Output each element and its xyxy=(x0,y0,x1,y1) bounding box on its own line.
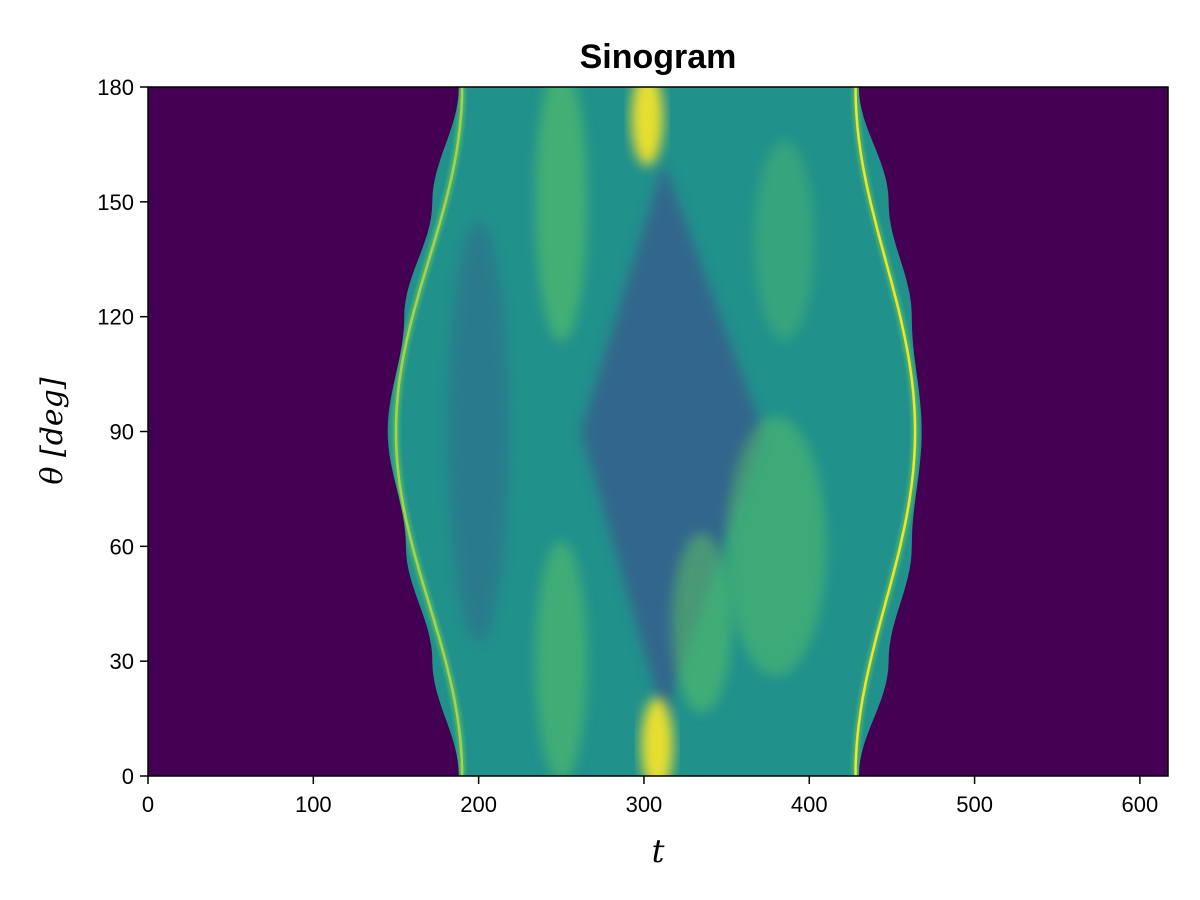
sinogram-support xyxy=(387,87,922,776)
x-tick-label: 500 xyxy=(956,792,993,817)
left-low-band xyxy=(448,221,509,642)
right-upper-band xyxy=(754,140,815,341)
peak-bottom xyxy=(641,697,674,776)
x-axis-label: t xyxy=(652,832,665,870)
x-tick-label: 400 xyxy=(791,792,828,817)
left-upper-band xyxy=(535,87,588,342)
x-tick-label: 600 xyxy=(1122,792,1159,817)
y-tick-label: 60 xyxy=(110,534,134,559)
plot-area xyxy=(148,87,1168,776)
center-low-region xyxy=(581,163,763,719)
y-tick-label: 150 xyxy=(97,190,134,215)
x-tick-label: 100 xyxy=(295,792,332,817)
right-bright-edge xyxy=(854,87,917,776)
left-lower-band xyxy=(535,541,588,776)
y-tick-label: 120 xyxy=(97,305,134,330)
y-tick-label: 90 xyxy=(110,420,134,445)
y-tick-label: 180 xyxy=(97,75,134,100)
x-tick-label: 200 xyxy=(460,792,497,817)
peak-top xyxy=(631,87,664,166)
x-axis-ticks: 0 100 200 300 400 500 600 xyxy=(142,776,1158,817)
chart-title: Sinogram xyxy=(580,38,737,76)
y-axis-label: θ [deg] xyxy=(35,377,70,484)
y-tick-label: 0 xyxy=(122,764,134,789)
diagonal-band xyxy=(671,532,732,713)
x-tick-label: 300 xyxy=(626,792,663,817)
y-tick-label: 30 xyxy=(110,649,134,674)
x-tick-label: 0 xyxy=(142,792,154,817)
y-axis-ticks: 0 30 60 90 120 150 180 xyxy=(97,75,148,789)
left-bright-edge xyxy=(394,87,464,776)
right-lower-band xyxy=(726,416,827,677)
